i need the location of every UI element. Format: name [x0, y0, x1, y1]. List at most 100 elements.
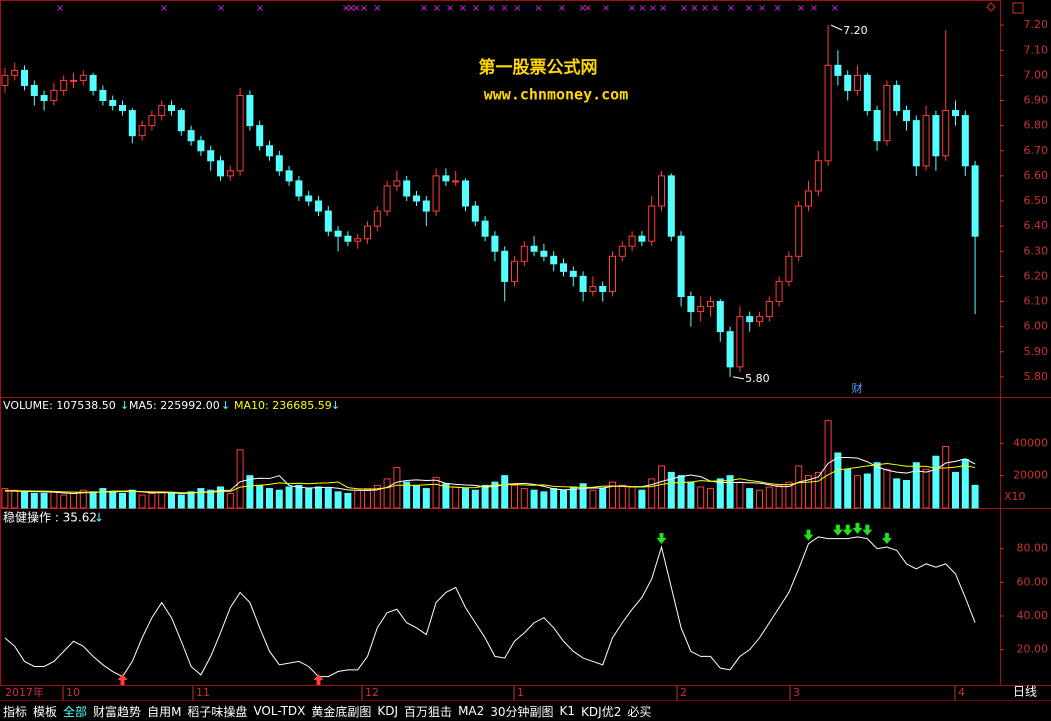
candle-body — [805, 190, 812, 207]
candle-body — [187, 130, 195, 142]
sell-signal — [862, 524, 873, 536]
candle-body — [50, 89, 58, 102]
tab[interactable]: 模板 — [33, 704, 58, 719]
tab[interactable]: 30分钟副图 — [490, 704, 554, 719]
tab[interactable]: 黄金底副图 — [311, 704, 372, 719]
volume-bar — [158, 491, 166, 509]
signal-marker: × — [773, 3, 781, 14]
tab[interactable]: VOL-TDX — [253, 704, 306, 718]
candle-body — [60, 79, 68, 91]
tab[interactable]: 自用M — [147, 704, 182, 719]
indicator-label: 稳健操作 : 35.62 — [3, 510, 97, 525]
volume-bar — [393, 467, 401, 509]
annotation-arrow — [830, 24, 843, 31]
volume-bar — [756, 489, 763, 509]
candle-body — [207, 150, 215, 162]
volume-bar — [226, 492, 234, 509]
signal-marker: × — [649, 3, 657, 14]
candle-body — [854, 74, 861, 91]
volume-bar — [324, 488, 332, 509]
candle-body — [971, 165, 979, 237]
arrow-icon: ↓ — [331, 399, 340, 412]
candle-body — [609, 255, 616, 292]
tab[interactable]: 指标 — [3, 704, 28, 719]
volume-bar — [795, 465, 803, 509]
candle-body — [40, 94, 48, 102]
volume-bar — [491, 481, 499, 509]
y-tick-label: 6.10 — [1024, 295, 1049, 308]
volume-bar — [707, 488, 714, 509]
candle-body — [119, 105, 126, 112]
volume-bar — [618, 484, 626, 509]
candle-body — [334, 230, 342, 237]
candle-body — [168, 105, 175, 112]
candle-body — [618, 245, 626, 257]
y-tick-label: 80.00 — [1017, 542, 1049, 555]
candle-body — [569, 270, 577, 277]
date-label: 1 — [517, 686, 524, 699]
volume-bar — [854, 475, 861, 509]
volume-bar — [383, 478, 391, 509]
candle-body — [158, 105, 166, 117]
volume-bar — [785, 481, 793, 509]
volume-bar — [922, 468, 930, 509]
y-tick-label: 60.00 — [1017, 575, 1049, 588]
volume-bar — [334, 491, 342, 509]
signal-marker: × — [758, 3, 766, 14]
buy-signal — [313, 674, 324, 685]
candle-body — [687, 295, 695, 313]
volume-bar — [373, 484, 381, 509]
volume-bar — [452, 486, 460, 509]
signal-marker: × — [500, 3, 508, 14]
tab[interactable]: KDJ — [377, 704, 399, 718]
volume-bar — [403, 481, 411, 509]
candle-body — [11, 69, 19, 76]
indicator-line — [4, 536, 976, 678]
volume-bar — [746, 488, 754, 509]
volume-bar — [207, 489, 215, 509]
watermark-url: www.chnmoney.com — [484, 86, 629, 104]
sell-signal — [832, 524, 843, 536]
candle-body — [109, 100, 117, 107]
candle-body — [658, 175, 665, 207]
volume-bar — [50, 491, 58, 509]
volume-bar — [462, 488, 469, 509]
candle-body — [550, 255, 558, 265]
candle-body — [226, 170, 234, 177]
volume-bar — [471, 489, 479, 509]
volume-bar — [413, 484, 420, 509]
candle-body — [403, 180, 411, 197]
volume-bar — [364, 488, 371, 509]
tab[interactable]: 财富趋势 — [93, 704, 142, 719]
tab[interactable]: 必买 — [627, 704, 652, 719]
volume-bar — [609, 481, 616, 509]
date-label: 12 — [365, 686, 379, 699]
sell-signal — [803, 529, 814, 541]
candle-body — [667, 175, 675, 237]
candle-body — [471, 205, 479, 222]
candle-body — [736, 316, 744, 368]
tab[interactable]: MA2 — [458, 704, 485, 718]
volume-bar — [952, 471, 959, 509]
candle-body — [648, 205, 656, 242]
tab[interactable]: 稻子味操盘 — [187, 704, 248, 719]
y-tick-label: 6.90 — [1024, 94, 1049, 107]
candle-body — [863, 74, 871, 112]
candle-body — [413, 195, 420, 202]
volume-label: VOLUME: 107538.50 — [3, 399, 116, 412]
low-label: 5.80 — [745, 372, 770, 385]
candle-body — [942, 110, 950, 157]
period-label: 日线 — [1013, 685, 1037, 699]
candle-body — [814, 160, 822, 192]
tab[interactable]: K1 — [559, 704, 576, 718]
y-tick-label: 40.00 — [1017, 609, 1049, 622]
tab[interactable]: 全部 — [63, 704, 88, 719]
volume-bar — [246, 475, 254, 509]
signal-marker: × — [659, 3, 667, 14]
chart-window: 第一股票公式网 www.chnmoney.com VOLUME: 107538.… — [0, 0, 1051, 700]
signal-marker: × — [433, 3, 441, 14]
signal-marker: × — [472, 3, 480, 14]
tab[interactable]: 百万狙击 — [404, 704, 453, 719]
tab[interactable]: KDJ优2 — [581, 704, 622, 719]
candle-body — [579, 275, 587, 292]
